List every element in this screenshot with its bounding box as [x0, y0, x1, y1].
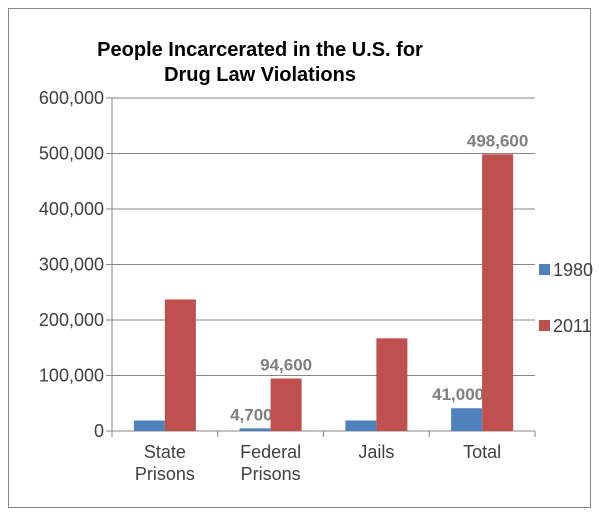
- data-label: 94,600: [260, 355, 312, 374]
- y-tick-label: 400,000: [39, 199, 104, 219]
- x-category-label: Jails: [358, 442, 394, 462]
- chart-title: People Incarcerated in the U.S. for Drug…: [60, 38, 460, 88]
- y-tick-label: 0: [94, 421, 104, 441]
- bar-1980-1: [239, 428, 271, 431]
- bar-2011-2: [376, 338, 408, 431]
- legend-swatch-2011: [539, 320, 550, 331]
- chart-title-line-2: Drug Law Violations: [164, 64, 356, 86]
- bar-2011-1: [270, 378, 302, 431]
- legend-swatch-1980: [539, 264, 550, 275]
- bar-1980-0: [133, 420, 165, 431]
- legend-label-2011: 2011: [553, 316, 592, 336]
- x-category-label: Prisons: [135, 464, 195, 484]
- x-category-label: Federal: [240, 442, 301, 462]
- data-label: 498,600: [467, 131, 528, 150]
- data-label: 41,000: [432, 385, 484, 404]
- y-tick-label: 300,000: [39, 255, 104, 275]
- y-tick-label: 600,000: [39, 88, 104, 108]
- data-label: 4,700: [230, 405, 273, 424]
- bar-1980-2: [345, 420, 377, 431]
- chart-title-line-1: People Incarcerated in the U.S. for: [97, 39, 423, 61]
- x-category-label: State: [144, 442, 186, 462]
- bar-2011-0: [164, 299, 196, 431]
- legend-label-1980: 1980: [553, 260, 593, 280]
- y-tick-label: 200,000: [39, 310, 104, 330]
- x-category-label: Prisons: [241, 464, 301, 484]
- bar-2011-3: [482, 154, 514, 432]
- y-tick-label: 500,000: [39, 144, 104, 164]
- bar-1980-3: [451, 408, 483, 431]
- x-category-label: Total: [463, 442, 501, 462]
- y-tick-label: 100,000: [39, 366, 104, 386]
